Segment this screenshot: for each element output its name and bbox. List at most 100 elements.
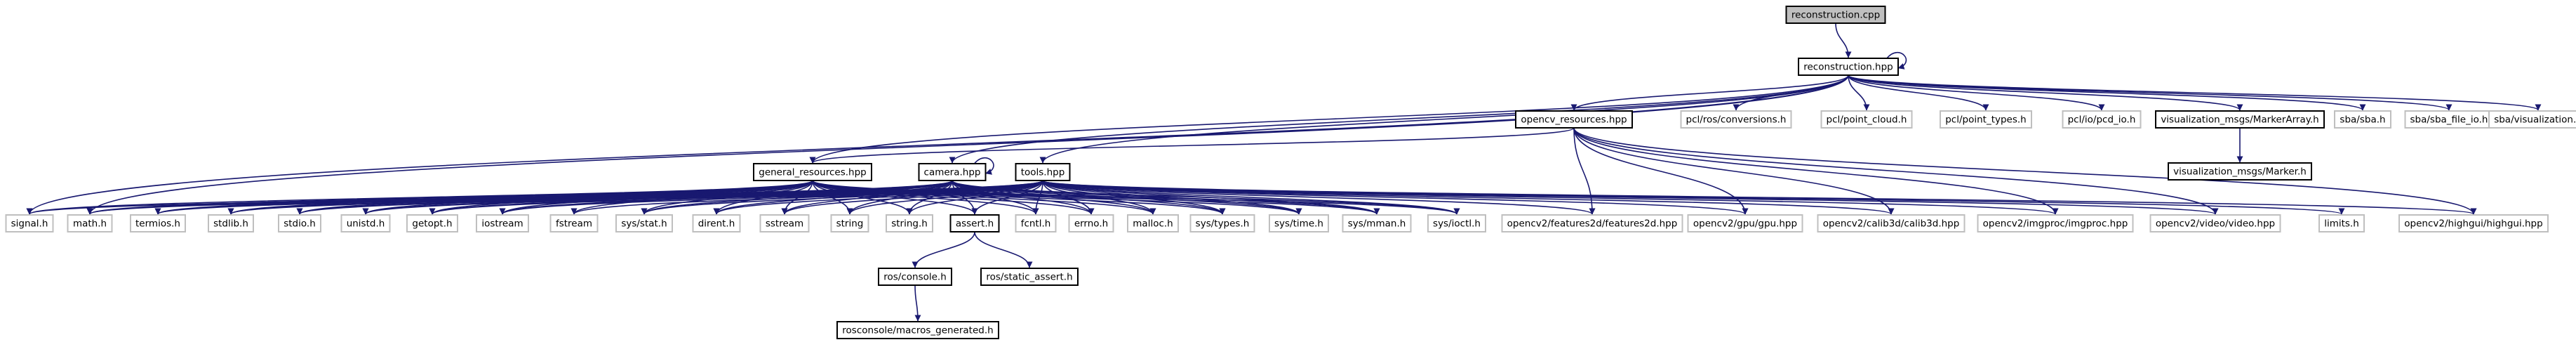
node-box (836, 321, 999, 339)
node-box (1785, 6, 1886, 24)
node-label: sba/sba_file_io.h (2410, 114, 2488, 126)
edge-camera_hpp-to-sys_time_h (952, 180, 1302, 215)
node-box (67, 214, 113, 232)
node-vis-marker-array-h[interactable]: visualization_msgs/MarkerArray.h (2155, 110, 2325, 129)
edge-ros_console_h-to-rosconsole_macros_h (914, 284, 921, 322)
node-label: pcl/point_types.h (1945, 114, 2027, 126)
node-assert-h[interactable]: assert.h (949, 214, 1000, 232)
node-label: iostream (481, 218, 523, 230)
node-label: tools.hpp (1021, 167, 1065, 178)
node-opencv-resources-hpp[interactable]: opencv_resources.hpp (1515, 110, 1633, 129)
node-pcl-io-pcd-io-h: pcl/io/pcd_io.h (2062, 110, 2142, 129)
node-unistd-h: unistd.h (340, 214, 391, 232)
edge-tools_hpp-to-calib3d_hpp (1042, 180, 1895, 215)
edge-tools_hpp-to-sys_ioctl_h (1042, 180, 1460, 215)
edge-camera_hpp-to-errno_h (952, 180, 1095, 215)
node-label: sba/visualization.h (2494, 114, 2576, 126)
node-box (1940, 110, 2032, 129)
node-label: ros/console.h (883, 272, 947, 283)
node-box (1189, 214, 1255, 232)
node-label: general_resources.hpp (759, 167, 866, 178)
node-box (2404, 110, 2494, 129)
node-label: sys/ioctl.h (1433, 218, 1481, 230)
node-box (878, 268, 952, 286)
node-box (2488, 110, 2576, 129)
edge-opencv_resources_hpp-to-calib3d_hpp (1573, 127, 1895, 215)
node-pcl-ros-conversions-h: pcl/ros/conversions.h (1680, 110, 1792, 129)
node-tools-hpp[interactable]: tools.hpp (1015, 163, 1071, 181)
edge-tools_hpp-to-sstream (781, 180, 1043, 215)
node-box (2398, 214, 2549, 232)
node-box (2149, 214, 2281, 232)
node-box (1515, 110, 1633, 129)
node-sys-ioctl-h: sys/ioctl.h (1427, 214, 1486, 232)
node-calib3d-hpp: opencv2/calib3d/calib3d.hpp (1817, 214, 1966, 232)
edge-opencv_resources_hpp-to-general_resources_hpp (809, 127, 1575, 164)
node-math-h: math.h (67, 214, 113, 232)
node-box (1015, 214, 1057, 232)
node-fcntl-h: fcntl.h (1015, 214, 1057, 232)
edge-reconstruction_hpp-to-sba_sba_h (1848, 74, 2366, 111)
node-box (2168, 162, 2312, 181)
edge-tools_hpp-to-gpu_hpp (1042, 180, 1749, 215)
node-label: rosconsole/macros_generated.h (842, 325, 993, 336)
edge-tools_hpp-to-errno_h (1042, 180, 1095, 215)
node-box (886, 214, 933, 232)
node-label: visualization_msgs/MarkerArray.h (2161, 114, 2318, 126)
edges-layer (26, 22, 2542, 322)
node-box (1015, 163, 1071, 181)
node-camera-hpp[interactable]: camera.hpp (918, 163, 987, 181)
edge-camera_hpp-to-sstream (781, 180, 953, 215)
node-box (1501, 214, 1683, 232)
node-malloc-h: malloc.h (1127, 214, 1179, 232)
node-reconstruction-cpp[interactable]: reconstruction.cpp (1785, 6, 1886, 24)
edge-reconstruction_hpp-to-tools_hpp (1039, 74, 1849, 164)
node-box (406, 214, 458, 232)
edge-tools_hpp-to-dirent_h (713, 180, 1043, 215)
node-label: assert.h (956, 218, 994, 230)
node-fstream: fstream (549, 214, 599, 232)
node-label: opencv2/features2d/features2d.hpp (1507, 218, 1678, 230)
node-box (1068, 214, 1114, 232)
edge-tools_hpp-to-assert_h (971, 180, 1043, 215)
edge-reconstruction_hpp-to-opencv_resources_hpp (1570, 74, 1849, 111)
node-label: math.h (73, 218, 107, 230)
edge-assert_h-to-ros_static_assert_h (974, 231, 1033, 268)
edge-general_resources_hpp-to-string_h (812, 180, 913, 215)
node-vis-marker-h[interactable]: visualization_msgs/Marker.h (2168, 162, 2312, 181)
edge-opencv_resources_hpp-to-imgproc_hpp (1573, 127, 2059, 215)
node-label: getopt.h (412, 218, 452, 230)
node-termios-h: termios.h (130, 214, 186, 232)
node-label: termios.h (135, 218, 180, 230)
node-ros-static-assert-h[interactable]: ros/static_assert.h (980, 268, 1079, 286)
edge-reconstruction_hpp-to-pcl_point_types_h (1848, 74, 1989, 111)
node-box (980, 268, 1079, 286)
node-general-resources-hpp[interactable]: general_resources.hpp (753, 163, 872, 181)
node-box (1680, 110, 1792, 129)
node-label: stdlib.h (213, 218, 248, 230)
edge-tools_hpp-to-sys_mman_h (1042, 180, 1380, 215)
edge-reconstruction_hpp-to-pcl_point_cloud_h (1848, 74, 1870, 111)
node-box (5, 214, 54, 232)
node-label: opencv2/gpu/gpu.hpp (1693, 218, 1797, 230)
edge-opencv_resources_hpp-to-video_hpp (1573, 127, 2219, 215)
node-label: string (836, 218, 864, 230)
node-string: string (830, 214, 869, 232)
node-label: fcntl.h (1021, 218, 1051, 230)
node-reconstruction-hpp[interactable]: reconstruction.hpp (1798, 58, 1899, 76)
node-box (949, 214, 1000, 232)
node-label: opencv2/imgproc/imgproc.hpp (1983, 218, 2128, 230)
node-rosconsole-macros-h[interactable]: rosconsole/macros_generated.h (836, 321, 999, 339)
node-box (2155, 110, 2325, 129)
node-box (1817, 214, 1966, 232)
node-sba-visualization-h: sba/visualization.h (2488, 110, 2576, 129)
node-features2d-hpp: opencv2/features2d/features2d.hpp (1501, 214, 1683, 232)
node-ros-console-h[interactable]: ros/console.h (878, 268, 952, 286)
node-video-hpp: opencv2/video/video.hpp (2149, 214, 2281, 232)
node-label: reconstruction.hpp (1803, 62, 1893, 73)
node-label: opencv2/highgui/highgui.hpp (2404, 218, 2542, 230)
edge-tools_hpp-to-fcntl_h (1032, 180, 1043, 215)
node-pcl-point-types-h: pcl/point_types.h (1940, 110, 2032, 129)
node-label: pcl/point_cloud.h (1827, 114, 1907, 126)
node-box (1342, 214, 1412, 232)
